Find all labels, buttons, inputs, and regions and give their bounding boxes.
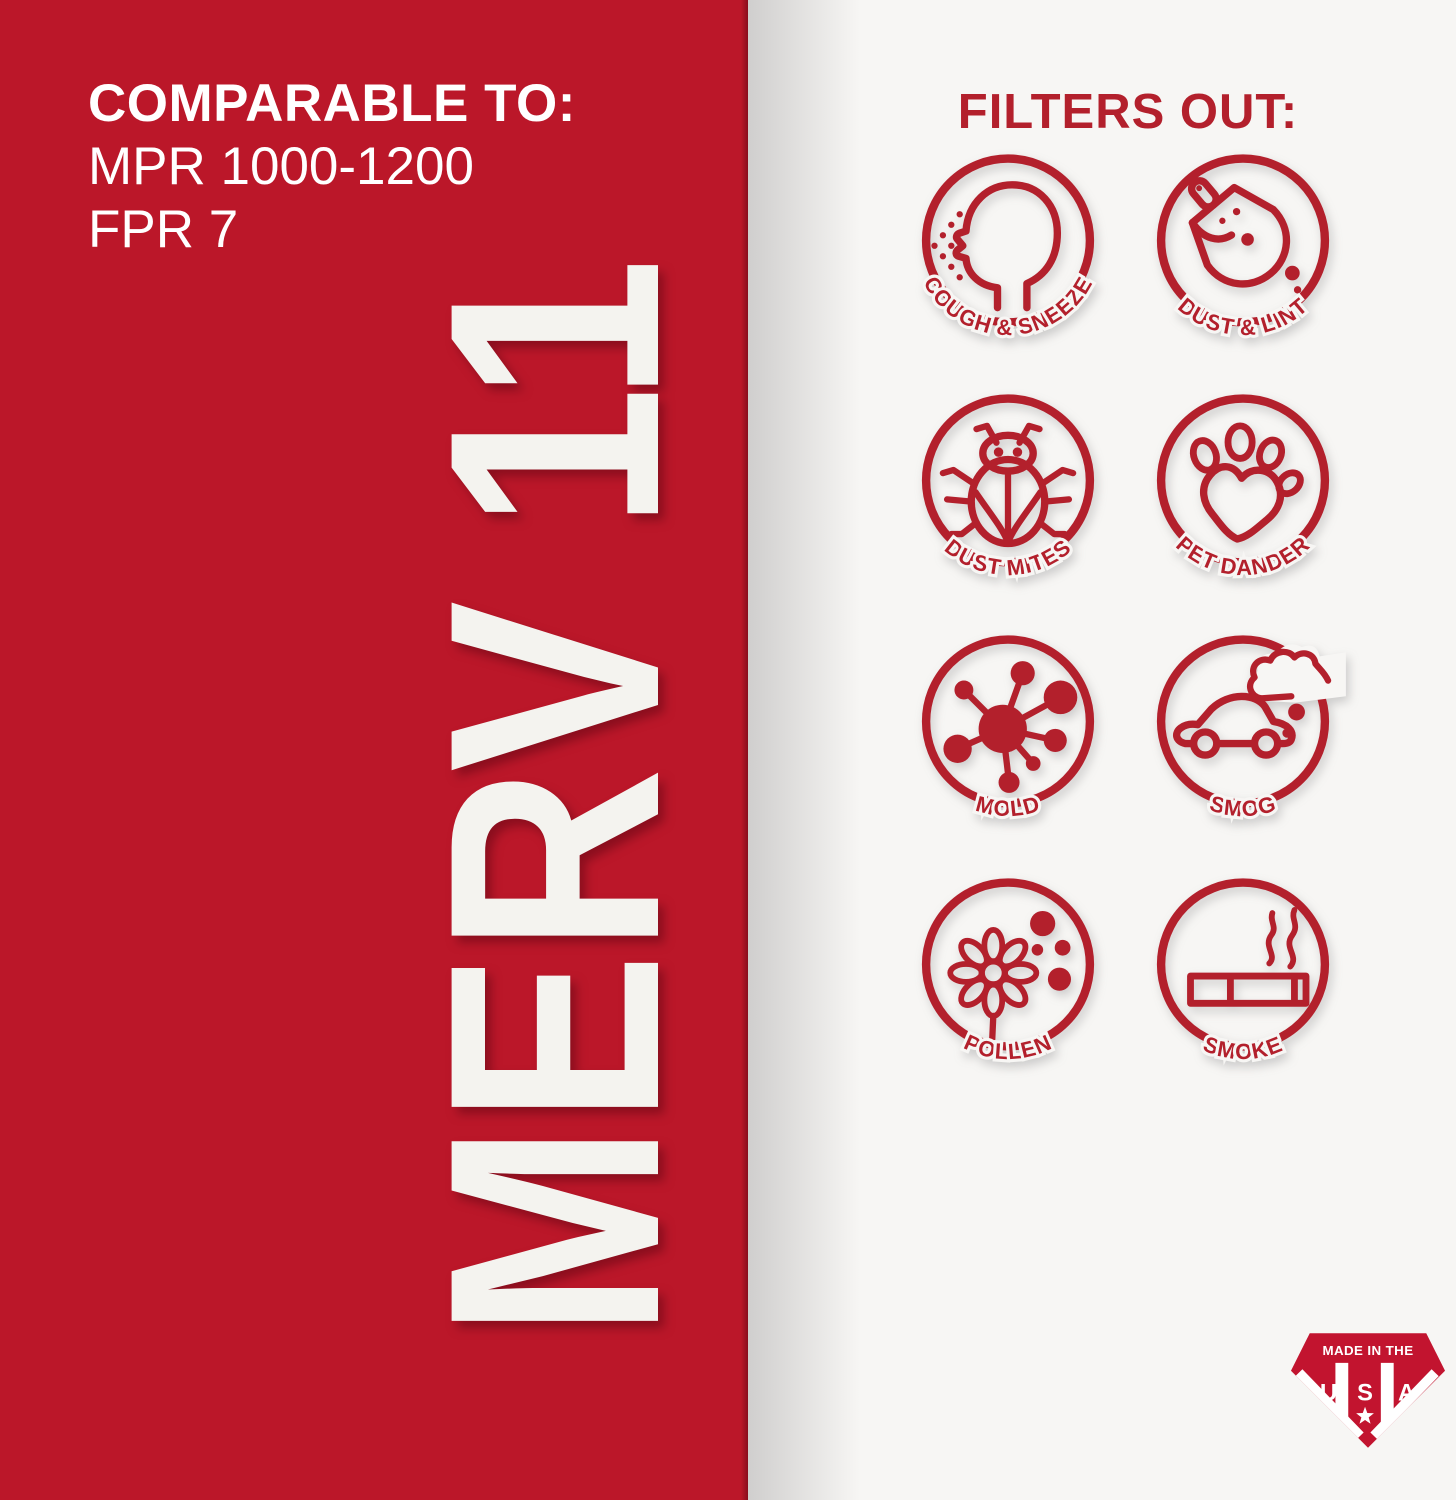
pollen-icon: POLLEN	[921, 878, 1095, 1067]
comparable-heading: COMPARABLE TO:	[88, 74, 576, 133]
merv-rating-text: MERV 11	[386, 258, 722, 1338]
filter-label: MOLD	[973, 791, 1043, 821]
badge-letter-u: U	[1320, 1380, 1337, 1406]
panel-edge-line	[741, 0, 748, 1500]
filter-label: SMOKE	[1200, 1031, 1286, 1064]
cough-sneeze-icon: COUGH & SNEEZE	[915, 154, 1100, 343]
filters-out-heading: FILTERS OUT:	[957, 85, 1299, 139]
smoke-icon: SMOKE	[1156, 878, 1330, 1067]
badge-letter-a: A	[1398, 1380, 1415, 1406]
filter-label: DUST & LINT	[1173, 293, 1312, 341]
fpr-rating: FPR 7	[88, 200, 239, 259]
badge-made-in-the-text: MADE IN THE	[1323, 1343, 1414, 1358]
pet-dander-icon: PET DANDER	[1156, 394, 1330, 583]
red-panel: COMPARABLE TO: MPR 1000-1200 FPR 7 MERV …	[0, 0, 748, 1500]
filter-label: POLLEN	[961, 1029, 1056, 1064]
made-in-usa-badge: MADE IN THE U S A	[1290, 1333, 1446, 1448]
badge-star-icon	[1356, 1406, 1374, 1424]
sneeze-spray-dots	[931, 211, 963, 281]
mold-icon: MOLD	[921, 635, 1095, 825]
dust-lint-icon: DUST & LINT	[1156, 154, 1330, 344]
filter-label: COUGH & SNEEZE	[919, 272, 1098, 340]
merv-rating-vertical: MERV 11	[386, 258, 722, 1338]
merv-rating-svg: MERV 11	[386, 258, 722, 1338]
panel-edge-shadow	[748, 0, 860, 1500]
mpr-rating: MPR 1000-1200	[88, 137, 474, 196]
badge-letter-s: S	[1357, 1380, 1373, 1406]
dust-mites-icon: DUST MITES	[921, 394, 1095, 584]
smog-icon: SMOG	[1156, 635, 1346, 825]
filter-label: SMOG	[1207, 791, 1279, 822]
comparable-block: COMPARABLE TO: MPR 1000-1200 FPR 7	[88, 72, 576, 261]
